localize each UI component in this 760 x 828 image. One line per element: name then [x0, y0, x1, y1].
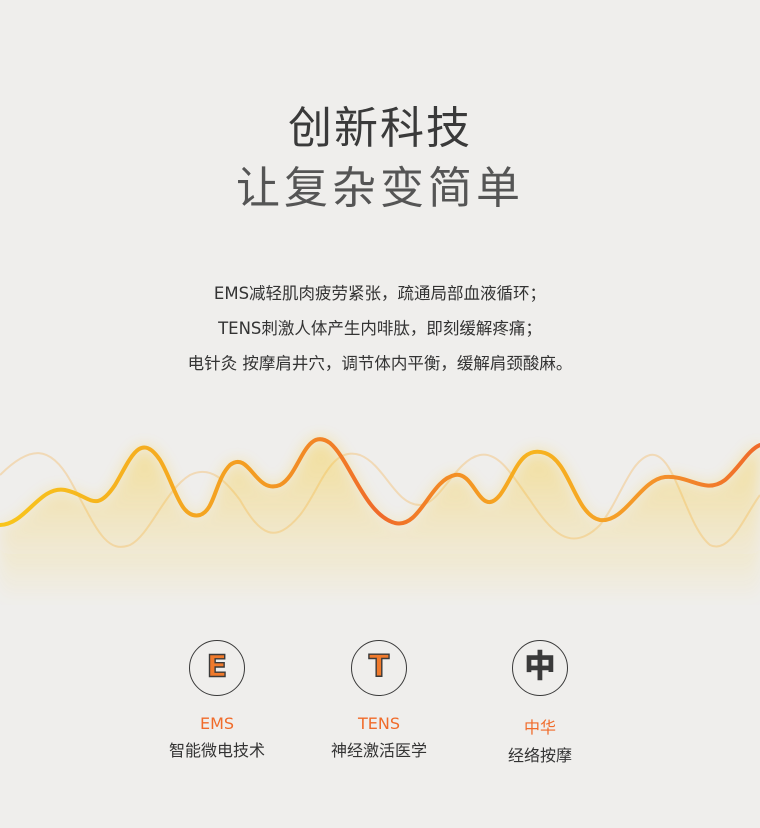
- feature-tens-name: TENS: [357, 714, 400, 733]
- letter-e-glyph: E: [206, 649, 228, 685]
- feature-tens-subtitle: 神经激活医学: [330, 741, 427, 760]
- feature-tens: T TENS 神经激活医学: [304, 640, 454, 761]
- feature-zhonghua-name: 中华: [523, 718, 556, 737]
- main-wave: [0, 437, 760, 527]
- feature-ems-name: EMS: [199, 714, 235, 733]
- zhong-glyph: 中: [524, 649, 555, 685]
- description-line-acupuncture: 电针灸 按摩肩井穴，调节体内平衡，缓解肩颈酸麻。: [187, 354, 573, 373]
- feature-ems-subtitle: 智能微电技术: [168, 741, 265, 760]
- letter-t-glyph: T: [368, 649, 390, 685]
- description-line-tens: TENS刺激人体产生内啡肽，即刻缓解疼痛；: [218, 319, 542, 338]
- letter-t-icon: T: [351, 640, 407, 696]
- feature-zhonghua: 中 中华 经络按摩: [465, 640, 615, 766]
- description-line-ems: EMS减轻肌肉疲劳紧张，疏通局部血液循环；: [213, 284, 547, 303]
- wave-graphic: [0, 437, 760, 605]
- feature-zhonghua-subtitle: 经络按摩: [507, 746, 572, 765]
- sub-headline: 让复杂变简单: [236, 163, 524, 214]
- main-headline: 创新科技: [288, 103, 472, 154]
- zhong-character-icon: 中: [512, 640, 568, 696]
- letter-e-icon: E: [189, 640, 245, 696]
- feature-ems: E EMS 智能微电技术: [142, 640, 292, 761]
